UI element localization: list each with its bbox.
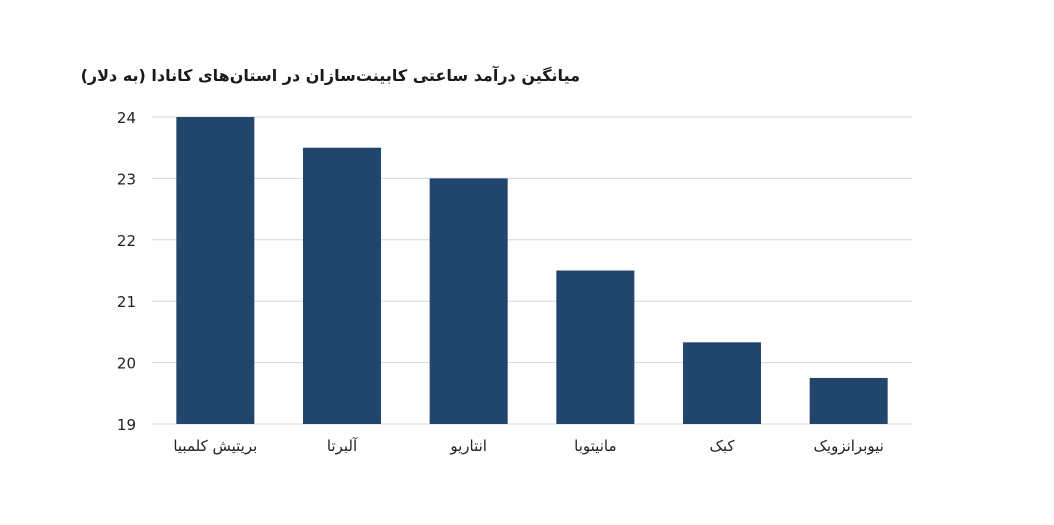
gridlines: [152, 116, 912, 425]
x-tick-label: کبک: [709, 437, 735, 455]
y-tick-label: 20: [117, 355, 136, 373]
y-tick-label: 24: [117, 109, 136, 127]
bar-4: [556, 270, 635, 424]
bar-5: [683, 342, 761, 424]
x-tick-label: مانیتوبا: [574, 437, 616, 455]
bar-1: [176, 117, 255, 424]
bar-2: [303, 147, 381, 424]
y-tick-label: 19: [117, 416, 136, 434]
x-tick-label: انتاریو: [449, 437, 487, 455]
x-tick-label: بریتیش کلمبیا: [173, 437, 257, 455]
x-tick-label: نیوبرانزویک: [813, 437, 883, 455]
chart-title: میانگین درآمد ساعتی کابینت‌سازان در استا…: [80, 66, 580, 85]
y-axis-ticks: 19 20 21 22 23 24: [117, 109, 136, 434]
y-tick-label: 21: [117, 293, 136, 311]
y-tick-label: 23: [117, 170, 136, 188]
x-tick-label: آلبرتا: [327, 437, 358, 455]
y-tick-label: 22: [117, 232, 136, 250]
bar-3: [429, 178, 508, 424]
bar-6: [809, 377, 888, 424]
bars: [176, 117, 888, 424]
x-axis-ticks: بریتیش کلمبیا آلبرتا انتاریو مانیتوبا کبک نیو…: [173, 437, 884, 455]
